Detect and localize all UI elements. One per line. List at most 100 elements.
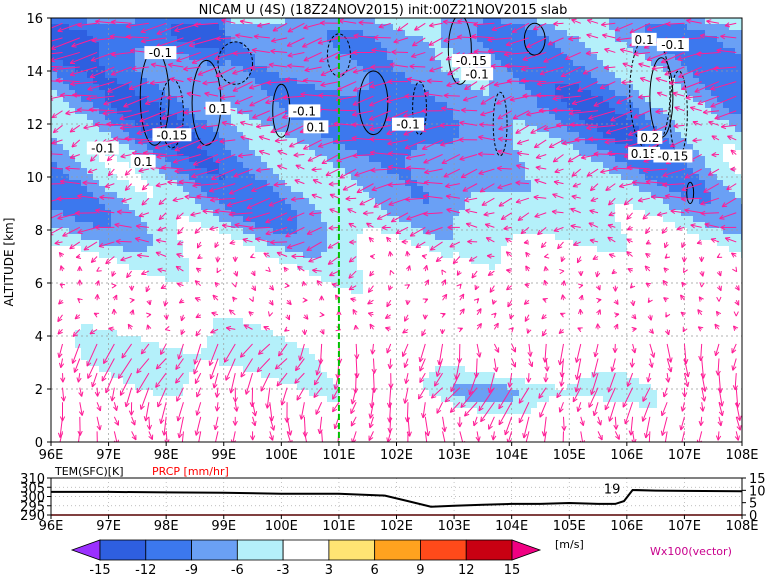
shade-cell (153, 396, 159, 402)
shade-cell (69, 264, 75, 270)
shade-cell (399, 288, 405, 294)
shade-cell (369, 192, 375, 198)
shade-cell (303, 342, 309, 348)
shade-cell (453, 438, 459, 442)
shade-cell (225, 72, 231, 78)
shade-cell (339, 312, 345, 318)
shade-cell (369, 342, 375, 348)
shade-cell (81, 402, 87, 408)
shade-cell (219, 216, 225, 222)
shade-cell (81, 30, 87, 36)
shade-cell (477, 426, 483, 432)
shade-cell (243, 24, 249, 30)
shade-cell (291, 384, 297, 390)
shade-cell (315, 90, 321, 96)
shade-cell (567, 258, 573, 264)
shade-cell (441, 354, 447, 360)
shade-cell (411, 186, 417, 192)
shade-cell (345, 396, 351, 402)
shade-cell (177, 120, 183, 126)
shade-cell (141, 402, 147, 408)
shade-cell (231, 192, 237, 198)
shade-cell (207, 60, 213, 66)
shade-cell (51, 330, 57, 336)
shade-cell (561, 354, 567, 360)
shade-cell (465, 336, 471, 342)
shade-cell (369, 312, 375, 318)
shade-cell (123, 234, 129, 240)
shade-cell (393, 378, 399, 384)
shade-cell (387, 318, 393, 324)
shade-cell (519, 270, 525, 276)
shade-cell (303, 300, 309, 306)
shade-cell (381, 204, 387, 210)
shade-cell (555, 378, 561, 384)
shade-cell (561, 102, 567, 108)
shade-cell (309, 36, 315, 42)
shade-cell (123, 300, 129, 306)
shade-cell (315, 228, 321, 234)
shade-cell (489, 102, 495, 108)
shade-cell (495, 18, 501, 24)
shade-cell (483, 288, 489, 294)
shade-cell (171, 162, 177, 168)
shade-cell (297, 330, 303, 336)
shade-cell (297, 204, 303, 210)
shade-cell (375, 54, 381, 60)
shade-cell (363, 252, 369, 258)
shade-cell (111, 384, 117, 390)
shade-cell (405, 426, 411, 432)
shade-cell (417, 294, 423, 300)
shade-cell (501, 312, 507, 318)
shade-cell (405, 246, 411, 252)
shade-cell (57, 420, 63, 426)
shade-cell (585, 342, 591, 348)
shade-cell (447, 42, 453, 48)
shade-cell (171, 78, 177, 84)
shade-cell (135, 84, 141, 90)
shade-cell (123, 60, 129, 66)
shade-cell (549, 48, 555, 54)
shade-cell (447, 276, 453, 282)
shade-cell (159, 24, 165, 30)
shade-cell (417, 288, 423, 294)
shade-cell (531, 120, 537, 126)
shade-cell (393, 402, 399, 408)
shade-cell (375, 90, 381, 96)
shade-cell (345, 402, 351, 408)
shade-cell (393, 414, 399, 420)
shade-cell (195, 168, 201, 174)
shade-cell (555, 324, 561, 330)
shade-cell (393, 306, 399, 312)
shade-cell (147, 390, 153, 396)
shade-cell (399, 84, 405, 90)
shade-cell (255, 42, 261, 48)
shade-cell (255, 192, 261, 198)
shade-cell (117, 24, 123, 30)
shade-cell (291, 30, 297, 36)
shade-cell (459, 432, 465, 438)
shade-cell (345, 78, 351, 84)
shade-cell (585, 114, 591, 120)
shade-cell (555, 60, 561, 66)
shade-cell (135, 246, 141, 252)
shade-cell (345, 84, 351, 90)
shade-cell (573, 318, 579, 324)
shade-cell (99, 198, 105, 204)
shade-cell (555, 282, 561, 288)
shade-cell (315, 144, 321, 150)
shade-cell (297, 390, 303, 396)
shade-cell (63, 36, 69, 42)
shade-cell (399, 108, 405, 114)
shade-cell (219, 72, 225, 78)
shade-cell (417, 384, 423, 390)
shade-cell (99, 432, 105, 438)
shade-cell (411, 426, 417, 432)
shade-cell (339, 102, 345, 108)
shade-cell (507, 240, 513, 246)
shade-cell (351, 30, 357, 36)
shade-cell (303, 36, 309, 42)
shade-cell (429, 84, 435, 90)
shade-cell (195, 84, 201, 90)
shade-cell (81, 396, 87, 402)
